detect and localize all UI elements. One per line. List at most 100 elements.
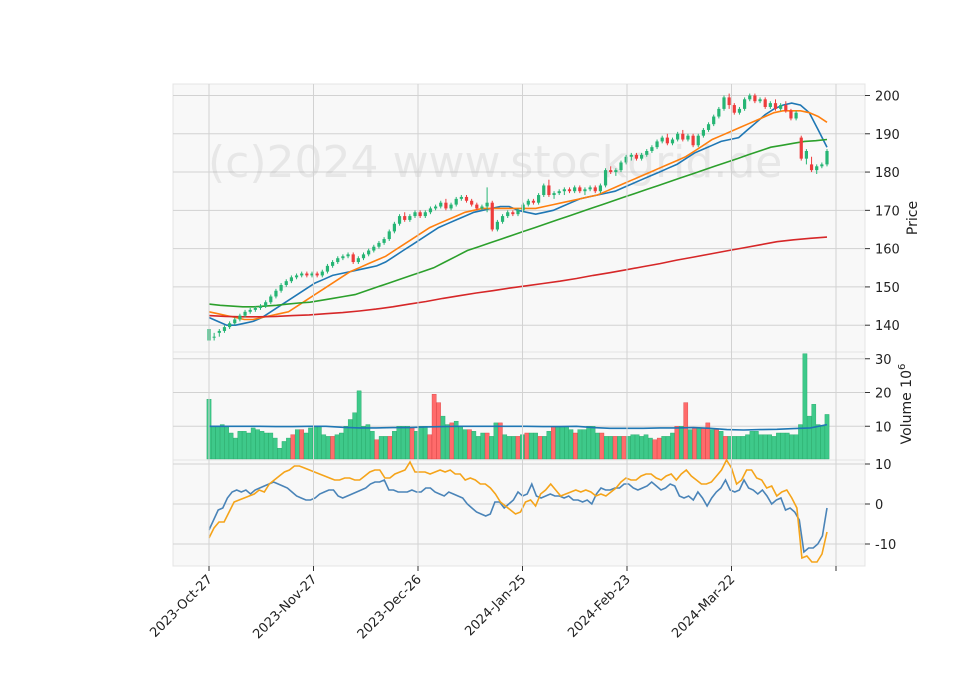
volume-bar	[449, 422, 455, 460]
volume-bar	[559, 426, 565, 460]
volume-bar	[546, 431, 552, 460]
candle-up	[413, 212, 417, 217]
candle-up	[325, 265, 330, 272]
candle-down	[609, 170, 613, 173]
x-tick-label: 2023-Dec-26	[355, 572, 425, 642]
volume-bar	[259, 431, 265, 460]
x-tick-label: 2024-Mar-22	[669, 572, 738, 641]
volume-bar	[701, 427, 706, 460]
volume-bar	[776, 432, 781, 460]
volume-bar	[330, 436, 335, 460]
candle-up	[289, 277, 293, 282]
volume-bar	[471, 431, 477, 460]
x-tick-label: 2023-Oct-27	[147, 572, 215, 640]
volume-bar	[343, 426, 349, 460]
volume-bar	[564, 426, 569, 460]
volume-bar	[506, 436, 512, 460]
volume-bar	[356, 390, 362, 460]
candle-up	[506, 212, 510, 217]
volume-average-line	[209, 423, 828, 431]
volume-bar	[652, 439, 658, 460]
volume-bar	[427, 434, 433, 460]
candle-up	[758, 99, 762, 102]
candle-down	[418, 212, 422, 217]
volume-bar	[237, 431, 243, 460]
candle-up	[768, 103, 772, 107]
candle-down	[315, 273, 319, 276]
candle-up	[279, 285, 283, 291]
candle-up	[804, 151, 808, 159]
volume-bar	[418, 426, 424, 460]
volume-bar	[732, 436, 737, 460]
volume-axis-label: Volume 106	[897, 364, 915, 445]
volume-bar	[224, 426, 229, 460]
volume-bar	[573, 432, 578, 460]
candle-up	[367, 250, 371, 255]
volume-bar	[754, 431, 759, 460]
candle-up	[743, 99, 747, 109]
volume-bar	[400, 426, 406, 460]
volume-bar	[608, 436, 613, 460]
candle-up	[794, 112, 798, 119]
candle-down	[789, 110, 793, 119]
price-tick-label: 140	[875, 319, 900, 334]
candle-up	[573, 187, 577, 192]
candle-up	[387, 231, 391, 240]
candle-up	[449, 204, 453, 209]
volume-bar	[453, 420, 459, 460]
volume-bar	[736, 436, 742, 460]
volume-bar	[242, 431, 247, 460]
candle-up	[614, 170, 618, 173]
candle-up	[670, 139, 675, 144]
candle-up	[233, 319, 237, 324]
price-tick-label: 170	[875, 204, 900, 219]
candle-down	[444, 202, 448, 209]
volume-bar	[599, 432, 605, 460]
volume-bar	[745, 434, 750, 460]
volume-bar	[687, 429, 693, 460]
candle-down	[547, 185, 551, 196]
volume-bar	[264, 432, 269, 460]
volume-bar	[383, 436, 388, 460]
moving-average-line-3	[208, 138, 828, 308]
candle-up	[212, 336, 216, 338]
volume-panel: 10 20 30 Volume 106	[172, 351, 915, 461]
volume-tick-label: 20	[875, 387, 892, 402]
candle-up	[557, 191, 561, 194]
x-tick-label: 2023-Nov-27	[250, 572, 320, 642]
candle-up	[516, 210, 520, 215]
volume-bar	[365, 424, 371, 460]
volume-bar	[555, 426, 561, 460]
volume-bar	[665, 436, 671, 460]
oscillator-tick-label: -10	[875, 538, 896, 553]
candle-up	[331, 262, 335, 266]
x-tick-label: 2024-Feb-23	[565, 572, 634, 641]
candle-up	[825, 151, 829, 165]
candle-up	[361, 254, 366, 259]
candle-down	[753, 95, 757, 102]
candle-up	[341, 256, 345, 259]
candle-down	[784, 105, 788, 111]
candle-up	[542, 185, 546, 196]
candle-up	[495, 221, 499, 230]
volume-bar	[568, 429, 574, 460]
volume-bar	[656, 437, 662, 460]
volume-bar	[352, 412, 357, 460]
candle-up	[294, 275, 299, 278]
candle-up	[722, 97, 726, 109]
volume-bar	[317, 426, 322, 460]
x-tick-label: 2024-Jan-25	[462, 572, 529, 639]
volume-bar	[255, 429, 260, 460]
candle-up	[815, 166, 819, 171]
candle-up	[676, 133, 680, 140]
oscillator-panel: -10 0 10	[172, 458, 896, 567]
candle-up	[372, 246, 376, 251]
volume-bar	[467, 429, 472, 460]
candle-up	[310, 273, 314, 276]
volume-bar	[387, 436, 393, 460]
volume-bar	[714, 429, 719, 460]
candle-up	[655, 141, 659, 148]
volume-bar	[626, 436, 631, 460]
candle-up	[439, 202, 443, 207]
volume-bar	[484, 432, 490, 460]
